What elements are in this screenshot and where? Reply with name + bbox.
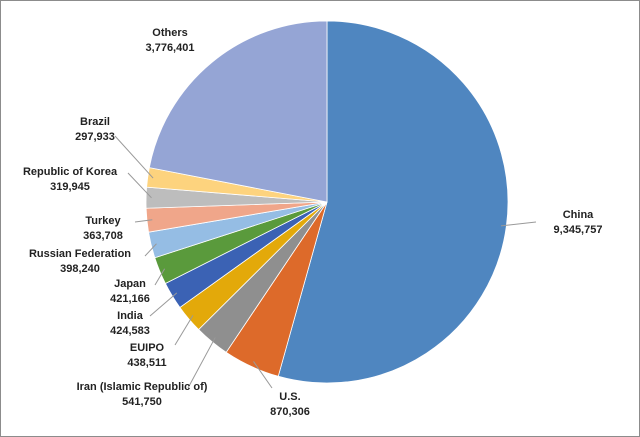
leader-line [174,315,194,346]
slice-label: Japan 421,166 [100,277,160,307]
value-label: 319,945 [50,181,90,193]
category-label: Others [152,27,188,39]
category-label: Brazil [80,116,110,128]
slice-label: Others 3,776,401 [130,26,210,56]
slice-label: Iran (Islamic Republic of) 541,750 [72,380,212,410]
category-label: China [562,209,594,221]
slice-label: India 424,583 [100,309,160,339]
leader-line [114,135,154,179]
slice-label: China 9,345,757 [533,208,623,238]
slice-label: Russian Federation 398,240 [15,247,145,277]
leader-line [154,268,166,286]
value-label: 3,776,401 [145,42,195,54]
category-label: India [117,310,143,322]
category-label: Republic of Korea [22,166,118,178]
category-label: Turkey [85,215,121,227]
leader-line [253,361,273,389]
category-label: EUIPO [129,342,165,354]
leader-line [127,172,152,199]
value-label: 398,240 [60,263,100,275]
leader-line [149,292,178,317]
category-label: Iran (Islamic Republic of) [76,381,208,393]
slice-label: Turkey 363,708 [73,214,133,244]
value-label: 870,306 [270,406,310,418]
value-label: 438,511 [127,357,167,369]
value-label: 541,750 [122,396,162,408]
value-label: 363,708 [83,230,123,242]
leader-line [134,219,153,223]
slice-label: EUIPO 438,511 [117,341,177,371]
value-label: 421,166 [110,293,150,305]
category-label: Russian Federation [28,248,132,260]
slice-label: Republic of Korea 319,945 [10,165,130,195]
value-label: 9,345,757 [553,224,603,236]
leader-line [144,243,157,257]
pie-slice [277,20,509,384]
slice-label: U.S. 870,306 [260,390,320,420]
leader-line [500,221,537,227]
leader-line [187,337,216,389]
pie-slice [148,20,328,203]
category-label: U.S. [279,391,301,403]
value-label: 424,583 [110,325,150,337]
value-label: 297,933 [75,131,115,143]
category-label: Japan [114,278,146,290]
slice-label: Brazil 297,933 [65,115,125,145]
